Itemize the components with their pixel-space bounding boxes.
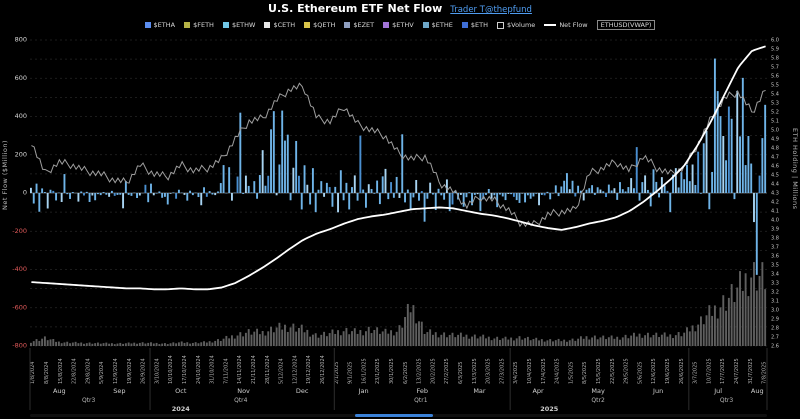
legend-swatch-swatch-icon bbox=[304, 22, 311, 28]
legend-label: $EZET bbox=[353, 21, 375, 29]
legend-label: $ETHW bbox=[231, 21, 256, 29]
title-bar: U.S. Ethereum ETF Net Flow Trader T@thep… bbox=[0, 2, 800, 15]
legend-swatch-swatch-icon bbox=[222, 22, 229, 28]
legend-label: $QETH bbox=[313, 21, 336, 29]
legend-item-ezet[interactable]: $EZET bbox=[344, 21, 374, 29]
scrollbar-thumb[interactable] bbox=[355, 414, 433, 417]
legend-item-ethusdvwap[interactable]: ETHUSD(VWAP) bbox=[596, 20, 656, 30]
legend-item-ceth[interactable]: $CETH bbox=[264, 21, 295, 29]
legend-item-etha[interactable]: $ETHA bbox=[144, 21, 176, 29]
legend-swatch-line-icon bbox=[544, 24, 557, 26]
legend-swatch-swatch-icon bbox=[344, 22, 351, 28]
legend-label: $ETH bbox=[470, 21, 488, 29]
legend-item-ethw[interactable]: $ETHW bbox=[222, 21, 256, 29]
legend-item-eth[interactable]: $ETH bbox=[461, 21, 488, 29]
left-axis-title: Net Flow ($Million) bbox=[1, 140, 9, 211]
legend-swatch-swatch-icon bbox=[184, 22, 191, 28]
legend-label: $ETHE bbox=[431, 21, 453, 29]
legend-label: ETHUSD(VWAP) bbox=[596, 20, 656, 30]
legend-swatch-swatch-icon bbox=[422, 22, 429, 28]
legend-item-qeth[interactable]: $QETH bbox=[304, 21, 335, 29]
legend-label: $ETHA bbox=[153, 21, 176, 29]
legend-item-ethv[interactable]: $ETHV bbox=[383, 21, 414, 29]
legend-label: $Volume bbox=[507, 21, 536, 29]
legend-item-feth[interactable]: $FETH bbox=[184, 21, 214, 29]
legend-item-ethe[interactable]: $ETHE bbox=[422, 21, 453, 29]
legend-swatch-swatch-icon bbox=[264, 22, 271, 28]
scrollbar-track[interactable] bbox=[30, 414, 767, 417]
chart-title: U.S. Ethereum ETF Net Flow bbox=[268, 2, 443, 15]
legend-label: $ETHV bbox=[392, 21, 414, 29]
legend-item-volume[interactable]: $Volume bbox=[497, 21, 535, 29]
legend: $ETHA $FETH $ETHW $CETH $QETH $EZET $ETHV $ETHE… bbox=[0, 20, 800, 30]
legend-swatch-swatch-icon bbox=[383, 22, 390, 28]
legend-label: $FETH bbox=[193, 21, 214, 29]
legend-label: $CETH bbox=[273, 21, 296, 29]
legend-swatch-swatch-icon bbox=[461, 22, 468, 28]
legend-label: Net Flow bbox=[559, 21, 588, 29]
legend-swatch-outline-icon bbox=[497, 21, 504, 29]
legend-item-netflow[interactable]: Net Flow bbox=[544, 21, 588, 29]
right-axis-title: ETH Holding | Millions bbox=[791, 128, 799, 210]
legend-swatch-swatch-icon bbox=[144, 22, 151, 28]
credit-link[interactable]: Trader T@thepfund bbox=[450, 5, 532, 15]
